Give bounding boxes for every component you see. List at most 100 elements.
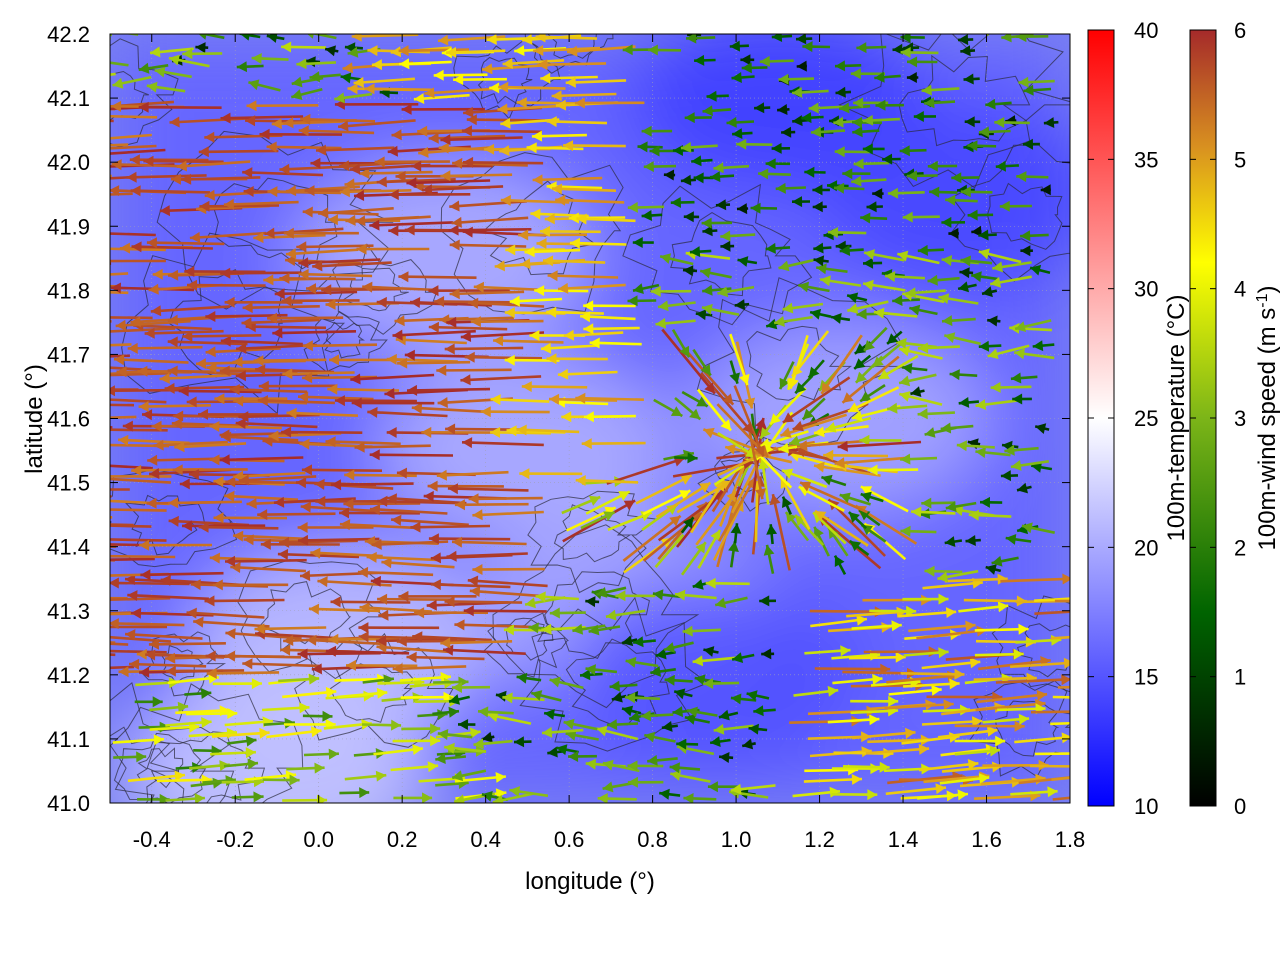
wind-vector-shaft: [358, 635, 438, 640]
wind-vector-head: [546, 116, 557, 128]
wind-vector-head: [264, 227, 275, 239]
wind-vector-head: [831, 313, 842, 324]
wind-vector-head: [872, 356, 884, 367]
wind-vector-shaft: [354, 444, 431, 449]
wind-vector-shaft: [923, 774, 990, 784]
wind-vector-head: [669, 515, 681, 527]
wind-speed-colorbar-tick-label: 4: [1234, 277, 1246, 302]
wind-vector-head: [417, 125, 428, 137]
wind-vector-head: [627, 295, 638, 307]
wind-vector-head: [740, 54, 751, 66]
wind-vector-head: [754, 102, 765, 114]
wind-vector-head: [444, 596, 455, 608]
wind-vector-shaft: [110, 100, 174, 108]
wind-vector-shaft: [978, 659, 1051, 671]
wind-vector-shaft: [359, 170, 433, 175]
wind-vector-head: [274, 496, 285, 508]
wind-vector-head: [1116, 788, 1127, 799]
wind-vector-head: [810, 308, 822, 320]
wind-vector-head: [452, 770, 464, 782]
wind-vector-head: [142, 409, 153, 421]
wind-vector-head: [375, 770, 387, 782]
wind-vector-head: [310, 157, 321, 169]
wind-vector-head: [302, 372, 313, 384]
wind-vector-head: [144, 327, 155, 339]
wind-vector-head: [118, 434, 129, 446]
wind-vector-head: [460, 374, 471, 386]
wind-vector-head: [533, 45, 544, 56]
wind-vector-head: [847, 292, 859, 304]
wind-vector-head: [407, 384, 418, 396]
wind-vector-head: [855, 371, 867, 383]
wind-vector-head: [907, 170, 918, 182]
wind-vector-head: [905, 287, 916, 299]
wind-vector-head: [929, 186, 940, 198]
wind-vector-head: [339, 519, 351, 531]
contour-line: [237, 559, 386, 680]
wind-vector-head: [739, 373, 750, 386]
wind-vector-head: [901, 362, 913, 374]
wind-vector-head: [318, 207, 329, 219]
wind-vector-shaft: [712, 500, 745, 561]
wind-vector-head: [887, 333, 899, 344]
wind-vector-head: [931, 684, 942, 696]
wind-vector-head: [248, 79, 260, 91]
temperature-colorbar-ticks: 10 15 20 25 30 35 40: [1088, 18, 1158, 819]
wind-vector-head: [782, 496, 792, 508]
wind-vector-head: [129, 154, 140, 166]
wind-vector-head: [212, 579, 223, 591]
wind-vector-head: [177, 701, 189, 713]
wind-vector-head: [853, 158, 864, 170]
wind-vector-shaft: [386, 357, 458, 363]
wind-vector-head: [674, 688, 686, 700]
wind-vector-head: [792, 420, 804, 432]
wind-vector-head: [481, 731, 493, 743]
temperature-colorbar-tick-label: 30: [1134, 277, 1158, 302]
wind-vector-head: [585, 596, 596, 608]
wind-vector-head: [951, 172, 962, 184]
wind-vector-head: [401, 103, 412, 115]
wind-vector-shaft: [110, 398, 167, 404]
wind-vector-shaft: [406, 179, 491, 185]
wind-vector-head: [575, 392, 586, 404]
wind-vector-head: [1014, 348, 1025, 360]
wind-vector-head: [713, 162, 724, 174]
wind-vector-head: [978, 773, 990, 784]
wind-vector-head: [719, 752, 730, 763]
wind-vector-head: [168, 54, 180, 66]
wind-vector-shaft: [362, 285, 438, 292]
wind-vector-head: [484, 143, 495, 155]
wind-vector-head: [766, 318, 778, 330]
wind-vector-shaft: [500, 198, 570, 204]
wind-vector-head: [944, 536, 956, 547]
wind-vector-head: [734, 299, 746, 310]
wind-vector-head: [285, 248, 297, 260]
wind-vector-head: [489, 82, 500, 94]
wind-vector-head: [549, 676, 561, 688]
wind-vector-head: [820, 275, 831, 287]
wind-vector-head: [622, 705, 634, 717]
wind-vector-head: [902, 211, 913, 223]
wind-vector-shaft: [312, 261, 392, 268]
wind-vector-shaft: [279, 539, 358, 544]
wind-vector-head: [717, 286, 729, 298]
y-tick-label: 41.5: [47, 471, 90, 496]
wind-vector-head: [209, 454, 220, 466]
wind-vector-shaft: [601, 27, 623, 31]
wind-vector-head: [660, 253, 672, 264]
wind-vector-head: [854, 358, 866, 369]
wind-vector-shaft: [1030, 710, 1070, 714]
wind-vector-head: [357, 566, 369, 578]
wind-vector-head: [728, 541, 739, 552]
wind-vector-head: [872, 188, 883, 200]
wind-vector-shaft: [282, 371, 355, 376]
wind-vector-head: [938, 647, 949, 659]
wind-vector-head: [206, 667, 217, 679]
wind-vector-head: [1016, 171, 1027, 183]
wind-vector-head: [900, 525, 911, 537]
wind-vector-head: [509, 786, 521, 797]
wind-vector-head: [945, 194, 956, 206]
wind-vector-head: [472, 564, 483, 575]
wind-vector-head: [778, 442, 789, 454]
wind-vector-head: [138, 101, 149, 113]
